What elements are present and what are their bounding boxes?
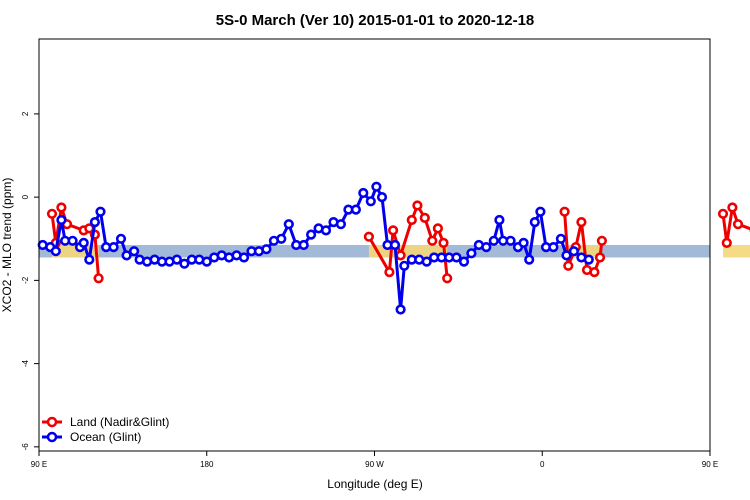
series-1-point-1-27 [568,246,580,257]
series-0-point-1-5 [412,200,423,211]
series-1-point-0-5 [67,235,78,246]
series-1-point-0-49 [376,192,388,203]
series-1-point-1-17 [505,235,516,246]
y-tick-label-3: -4 [21,360,30,368]
series-1-point-0-47 [365,196,376,207]
series-0-point-1-4 [406,214,417,226]
x-tick-label-2: 90 W [365,460,384,469]
series-1-point-1-10 [458,256,470,267]
series-0-point-3-2 [727,202,738,213]
series-1-point-0-36 [283,219,294,230]
land-band-3 [723,245,750,258]
legend: Land (Nadir&Glint) Ocean (Glint) [42,415,169,444]
x-axis-label: Longitude (deg E) [327,477,422,491]
series-0-point-3-3 [732,219,744,230]
series-0-point-2-1 [563,260,574,271]
series-0-point-1-3 [395,250,406,261]
legend-ocean-label: Ocean (Glint) [70,430,141,444]
series-1-point-1-5 [421,256,432,267]
series-1-point-1-11 [466,248,477,259]
series-0-point-0-0 [46,208,58,219]
legend-land-label: Land (Nadir&Glint) [70,415,169,429]
series-0-point-2-6 [594,252,606,263]
series-0-line-3 [721,206,750,245]
series-1-point-0-13 [115,233,127,244]
x-tick-label-1: 180 [200,460,214,469]
series-0-point-3-1 [721,237,732,248]
series-1-point-0-22 [179,258,190,269]
series-1-point-0-21 [171,254,182,265]
series-1-point-0-48 [371,181,382,192]
series-1-point-1-21 [529,217,540,228]
series-0-point-2-0 [559,206,570,217]
series-1-point-1-19 [518,237,529,248]
chart-title: 5S-0 March (Ver 10) 2015-01-01 to 2020-1… [216,12,535,29]
y-tick-label-2: -2 [21,276,30,284]
series-1-point-1-29 [583,254,594,265]
series-0-point-0-2 [56,202,67,213]
series-1-point-1-22 [535,206,546,217]
series-0-point-1-6 [419,212,430,223]
y-tick-label-1: 0 [21,194,30,199]
series-1-point-0-7 [78,237,89,248]
series-layer [37,181,750,315]
legend-land-marker [46,416,58,428]
series-1-point-0-9 [89,217,100,228]
series-1 [37,181,594,315]
series-1-point-0-33 [261,244,272,255]
series-1-point-0-8 [84,254,95,265]
series-1-point-0-39 [306,229,317,240]
series-0-point-1-8 [432,223,444,234]
series-1-point-1-14 [488,235,499,246]
series-1-point-1-24 [548,242,559,253]
series-0-point-1-2 [388,225,399,236]
y-axis-label: XCO2 - MLO trend (ppm) [0,178,14,313]
x-tick-label-4: 90 E [702,460,718,469]
series-1-point-0-12 [108,242,119,253]
series-0-point-2-7 [596,235,608,246]
x-tick-label-3: 0 [540,460,545,469]
series-1-point-0-2 [50,246,61,257]
series-0-point-2-5 [589,267,600,278]
series-0-point-0-7 [93,273,104,284]
series-1-point-1-13 [481,242,492,253]
series-1-point-0-46 [358,187,369,199]
series-1-point-0-43 [335,219,347,230]
series-1-point-0-30 [238,252,250,263]
series-1-point-0-38 [298,239,309,251]
y-tick-label-0: 2 [21,111,30,116]
series-1-point-0-41 [320,225,332,236]
series-1-point-1-0 [389,239,401,251]
series-1-point-1-15 [494,214,505,226]
series-1-point-1-1 [395,304,406,315]
series-1-point-1-25 [555,233,567,244]
series-1-point-0-14 [121,250,132,261]
y-axis: 2 0 -2 -4 -6 [21,111,39,450]
series-1-point-0-15 [129,246,140,257]
series-0 [46,200,750,284]
series-1-point-1-9 [451,252,462,263]
series-0-point-1-10 [442,273,453,284]
series-1-point-0-35 [276,233,287,244]
series-1-point-1-2 [399,260,410,271]
x-tick-label-0: 90 E [31,460,47,469]
series-0-point-1-0 [363,231,375,242]
series-0-point-2-3 [576,217,587,228]
legend-ocean-marker [46,431,58,443]
series-1-point-0-45 [350,204,362,215]
series-1-point-1-26 [561,250,572,261]
series-0-point-1-1 [384,267,395,278]
series-1-point-0-3 [56,214,67,226]
y-tick-label-4: -6 [21,443,30,451]
series-1-point-1-20 [524,254,535,265]
x-axis: 90 E 180 90 W 0 90 E [31,451,718,469]
series-1-point-0-25 [201,256,212,267]
series-0-point-1-9 [438,237,449,248]
series-0-point-1-7 [427,235,438,246]
series-0-point-3-0 [717,208,729,219]
series-1-point-0-10 [95,206,106,217]
